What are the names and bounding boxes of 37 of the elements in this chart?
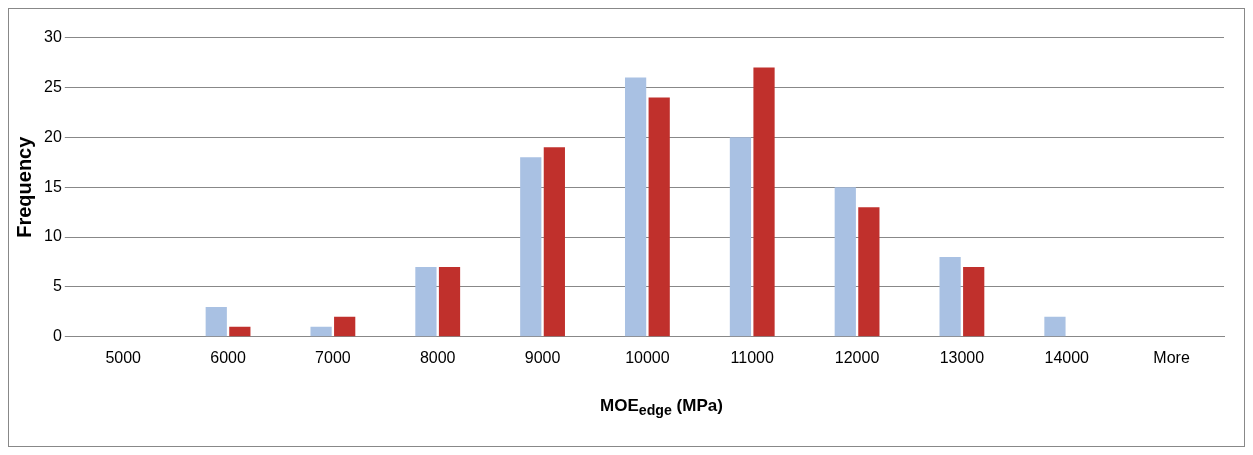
- x-tick-label: 7000: [315, 348, 351, 366]
- x-tick-label: 8000: [419, 348, 456, 366]
- x-tick-label: 12000: [834, 348, 880, 366]
- x-tick-label: 9000: [524, 348, 561, 366]
- x-tick-label: 14000: [1044, 348, 1090, 366]
- x-tick-label: 10000: [625, 348, 670, 366]
- x-tick-label: 11000: [730, 348, 774, 366]
- bar: [963, 266, 985, 337]
- bar: [415, 266, 437, 337]
- bar: [334, 316, 356, 337]
- bar: [543, 147, 565, 337]
- x-axis-title: MOE$_{edge}$ (MPa): [599, 396, 724, 419]
- bar: [753, 67, 775, 337]
- bar: [520, 157, 542, 337]
- y-tick-label: 15: [44, 177, 62, 195]
- bar: [858, 207, 880, 337]
- bar: [205, 306, 227, 337]
- bar: [648, 97, 670, 337]
- bar: [229, 326, 251, 337]
- y-tick-label: 20: [44, 127, 62, 145]
- bar: [438, 266, 461, 337]
- y-tick-label: 30: [44, 28, 62, 46]
- y-tick-label: 5: [52, 277, 62, 295]
- x-tick-label: 5000: [105, 348, 142, 366]
- bar: [729, 137, 752, 337]
- bar: [1044, 316, 1066, 337]
- bar: [834, 187, 856, 337]
- x-tick-label: More: [1153, 348, 1190, 366]
- bar: [310, 326, 332, 337]
- y-tick-label: 10: [44, 227, 62, 245]
- y-tick-label: 0: [52, 327, 62, 345]
- x-tick-label: 13000: [939, 348, 985, 366]
- y-axis-title: Frequency: [12, 135, 35, 238]
- bar: [939, 257, 961, 337]
- y-tick-label: 25: [44, 77, 62, 95]
- bar: [624, 77, 647, 337]
- x-tick-label: 6000: [210, 348, 246, 366]
